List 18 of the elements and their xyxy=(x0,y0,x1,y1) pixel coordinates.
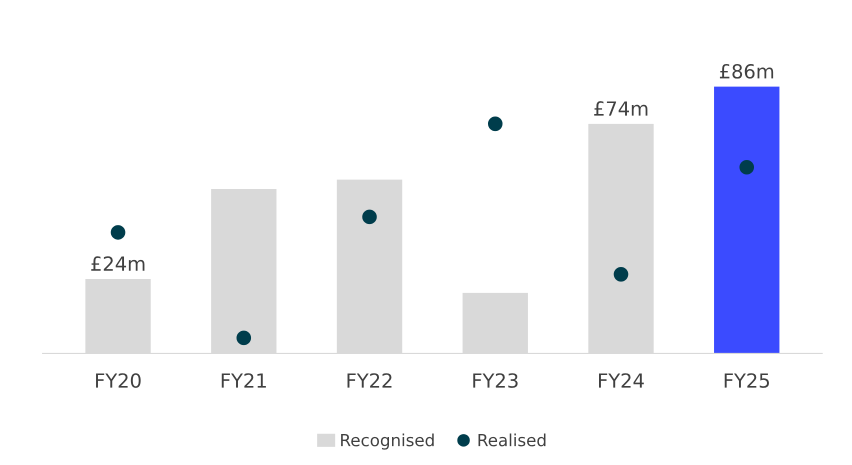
x-tick-label: FY22 xyxy=(348,373,392,388)
legend-label: Recognised xyxy=(341,434,434,450)
point xyxy=(236,330,252,346)
data-label: £86m xyxy=(720,64,774,79)
point xyxy=(110,225,126,240)
point xyxy=(739,160,754,175)
data-label: £24m xyxy=(91,256,144,271)
data-label: £74m xyxy=(594,101,648,116)
point xyxy=(488,116,503,132)
point xyxy=(362,210,377,224)
point xyxy=(614,267,628,282)
legend-label: Realised xyxy=(478,434,546,446)
x-tick-label: FY23 xyxy=(473,373,518,388)
x-tick-label: FY25 xyxy=(724,373,769,388)
x-tick-label: FY21 xyxy=(222,373,266,388)
x-tick-label: FY20 xyxy=(96,373,141,388)
x-tick-label: FY24 xyxy=(599,373,644,388)
bar xyxy=(714,86,780,354)
